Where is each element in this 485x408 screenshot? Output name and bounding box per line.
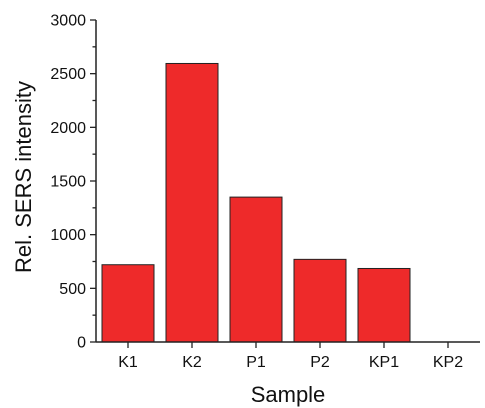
y-axis-ticks: 0 500 1000 1500 2000 2500 3000 (50, 13, 96, 352)
bar-k1 (101, 264, 155, 343)
bar-kp1 (357, 267, 411, 343)
x-tick-label: K2 (182, 354, 202, 371)
x-tick-label: K1 (118, 354, 138, 371)
y-axis-title: Rel. SERS intensity (11, 81, 36, 273)
y-tick-label: 500 (59, 281, 86, 298)
x-axis-ticks: K1 K2 P1 P2 KP1 KP2 (118, 342, 463, 371)
bars (101, 62, 411, 343)
x-tick-label: KP2 (433, 354, 463, 371)
bar-k2 (165, 62, 219, 343)
y-tick-label: 1500 (50, 174, 86, 191)
x-tick-label: P2 (310, 354, 330, 371)
y-tick-label: 3000 (50, 13, 86, 30)
y-tick-label: 0 (77, 335, 86, 352)
y-tick-label: 1000 (50, 227, 86, 244)
y-tick-label: 2500 (50, 66, 86, 83)
bar-p2 (293, 258, 347, 343)
x-tick-label: P1 (246, 354, 266, 371)
bar-p1 (229, 196, 283, 343)
x-tick-label: KP1 (369, 354, 399, 371)
y-tick-label: 2000 (50, 120, 86, 137)
x-axis-title: Sample (251, 382, 326, 407)
